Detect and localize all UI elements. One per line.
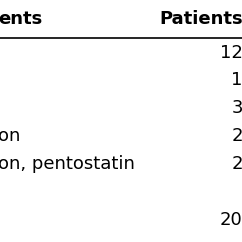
Text: on: on [0,127,20,145]
Text: on, pentostatin: on, pentostatin [0,155,135,173]
Text: 20: 20 [220,211,242,228]
Text: 3: 3 [231,99,242,117]
Text: Patients: Patients [159,10,242,28]
Text: 2: 2 [231,127,242,145]
Text: 1: 1 [231,71,242,89]
Text: 2: 2 [231,155,242,173]
Text: ents: ents [0,10,42,28]
Text: 12: 12 [220,44,242,61]
